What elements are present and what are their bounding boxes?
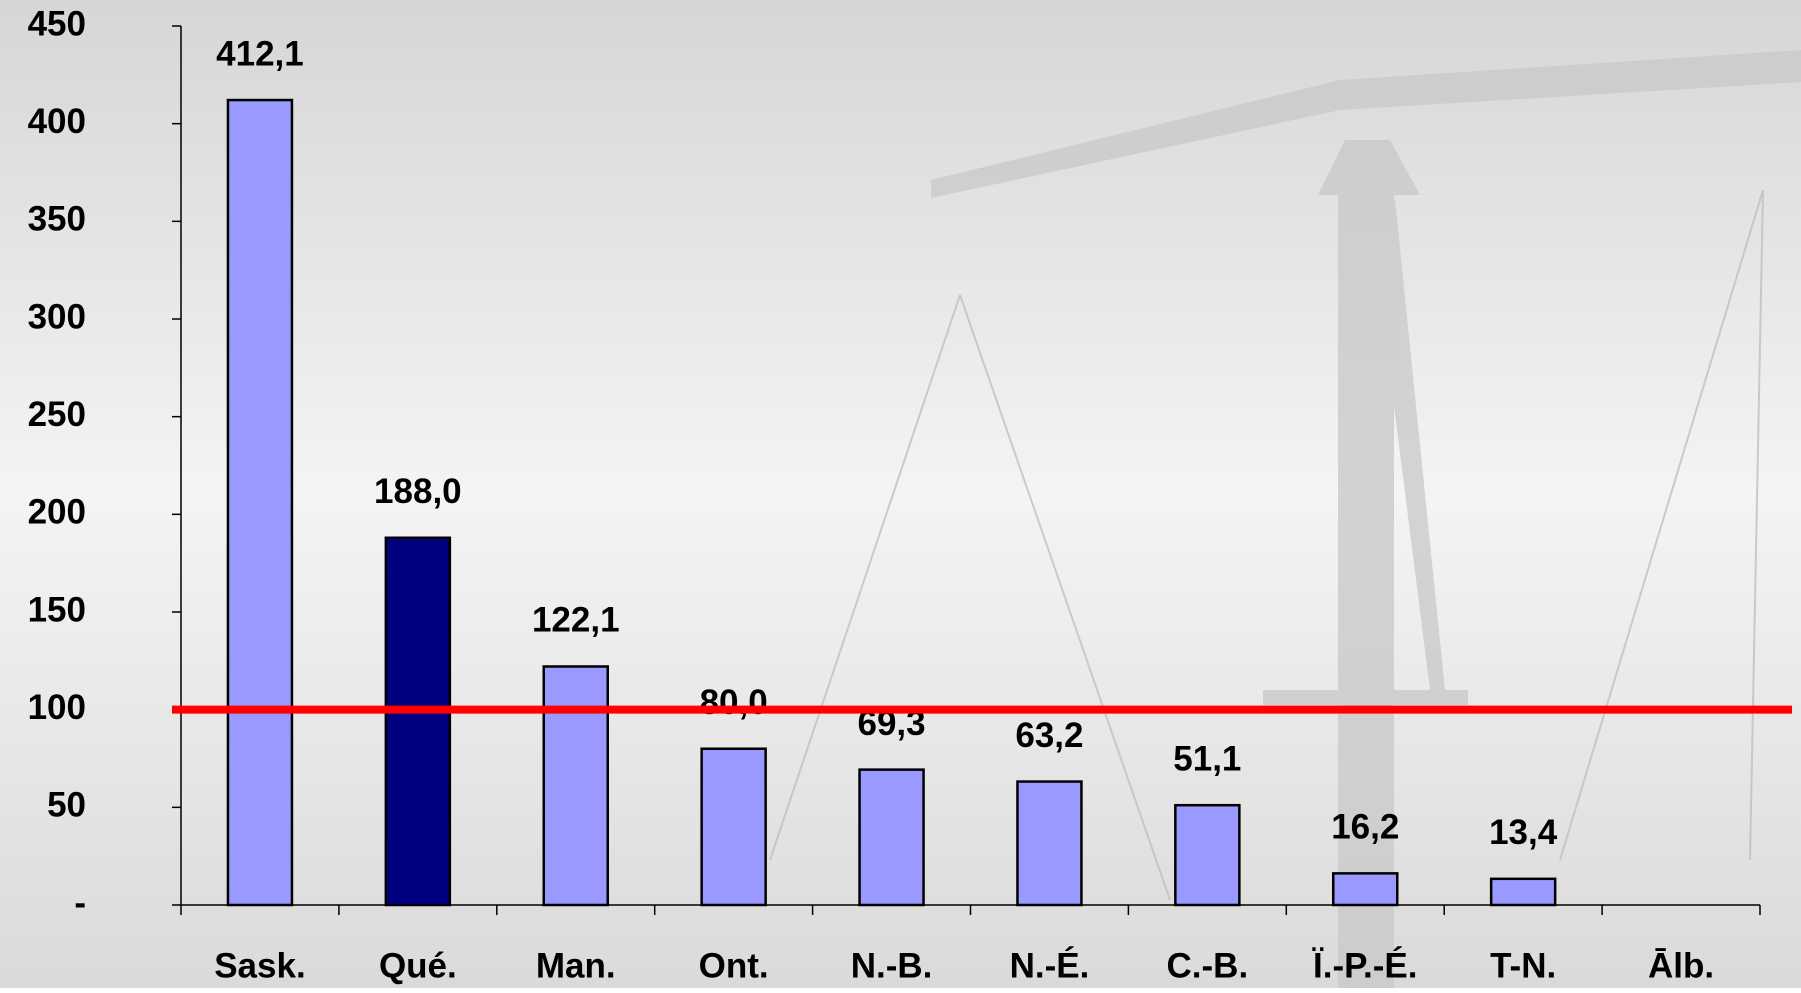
x-tick-label: T-N. — [1490, 946, 1556, 985]
x-tick-label: Ont. — [699, 946, 769, 985]
x-tick-label: N.-É. — [1010, 945, 1090, 985]
x-tick-label: N.-B. — [851, 946, 933, 985]
bar — [542, 665, 609, 907]
y-tick-label: 150 — [28, 590, 86, 629]
y-tick-label: 100 — [28, 688, 86, 727]
x-tick-label: Qué. — [379, 946, 457, 985]
y-tick-label: 450 — [28, 4, 86, 43]
bar — [226, 98, 294, 907]
bar — [1174, 803, 1241, 907]
y-tick-label: 350 — [28, 200, 86, 239]
value-label: 13,4 — [1489, 813, 1558, 852]
y-tick-label: 200 — [28, 493, 86, 532]
bar — [1332, 872, 1399, 907]
value-label: 412,1 — [216, 34, 304, 73]
value-label: 188,0 — [374, 472, 462, 511]
value-label: 63,2 — [1015, 716, 1083, 755]
bar — [1489, 877, 1557, 907]
bar — [1016, 780, 1083, 907]
bar — [858, 768, 925, 907]
y-tick-label: 400 — [28, 102, 86, 141]
value-label: 51,1 — [1173, 739, 1241, 778]
x-tick-label: C.-B. — [1167, 946, 1249, 985]
bar — [384, 536, 452, 907]
x-tick-label: Sask. — [214, 946, 305, 985]
y-tick-label: - — [74, 883, 86, 922]
y-tick-label: 300 — [28, 297, 86, 336]
value-label: 16,2 — [1331, 808, 1399, 847]
value-label: 80,0 — [700, 683, 768, 722]
scale-illustration — [769, 50, 1801, 990]
value-label: 122,1 — [532, 601, 620, 640]
y-tick-label: 250 — [28, 395, 86, 434]
x-tick-label: Man. — [536, 946, 616, 985]
y-tick-label: 50 — [47, 786, 86, 825]
x-tick-label: Ālb. — [1648, 946, 1714, 985]
x-tick-label: Ï.-P.-É. — [1312, 945, 1417, 985]
bar — [700, 747, 767, 907]
